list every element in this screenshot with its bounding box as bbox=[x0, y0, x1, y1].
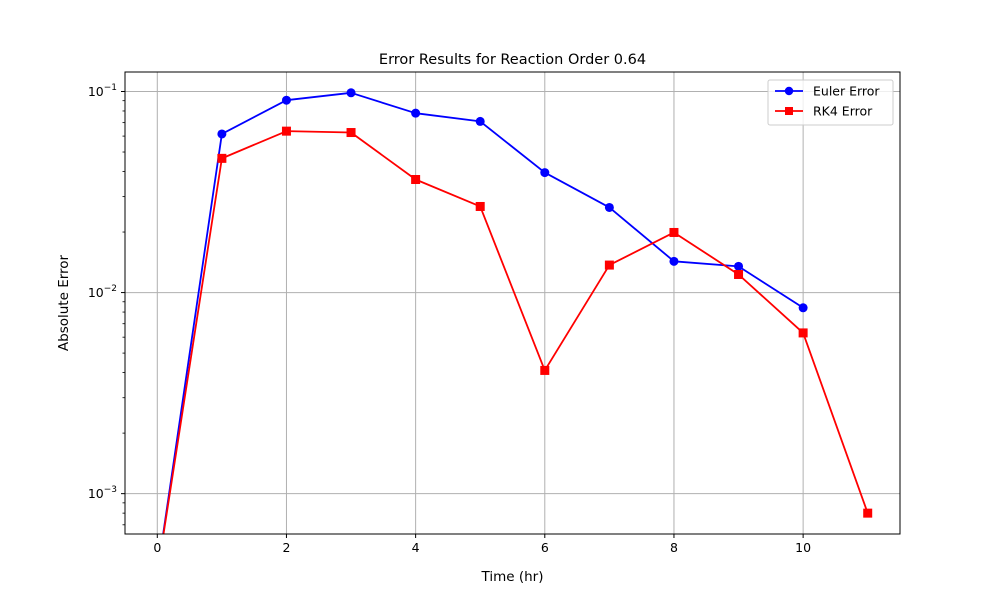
data-point-square bbox=[798, 328, 808, 338]
data-point-square bbox=[734, 269, 744, 279]
plot-background bbox=[125, 72, 900, 534]
y-axis-label: Absolute Error bbox=[56, 254, 72, 351]
data-point-square bbox=[604, 260, 614, 270]
data-point-circle bbox=[669, 256, 679, 266]
y-tick-exponent: −2 bbox=[104, 284, 117, 294]
legend-label-euler: Euler Error bbox=[813, 84, 880, 99]
data-point-square bbox=[669, 227, 679, 237]
series-lines bbox=[162, 88, 873, 534]
chart-title: Error Results for Reaction Order 0.64 bbox=[379, 52, 646, 68]
data-point-circle bbox=[604, 202, 614, 212]
y-tick-exponent: −3 bbox=[104, 485, 117, 495]
x-tick-label: 6 bbox=[541, 540, 549, 555]
data-point-square bbox=[863, 508, 873, 518]
x-tick-label: 8 bbox=[670, 540, 678, 555]
data-point-circle bbox=[281, 95, 291, 105]
x-axis-label: Time (hr) bbox=[481, 569, 544, 585]
x-tick-label: 0 bbox=[153, 540, 161, 555]
y-tick-base: 10 bbox=[88, 84, 104, 99]
data-point-square bbox=[217, 153, 227, 163]
data-point-circle bbox=[346, 88, 356, 98]
data-point-circle bbox=[540, 168, 550, 178]
data-point-circle bbox=[734, 261, 744, 271]
y-tick-base: 10 bbox=[88, 285, 104, 300]
legend-label-rk4: RK4 Error bbox=[813, 104, 873, 119]
data-point-square bbox=[281, 126, 291, 136]
legend-marker-rk4 bbox=[785, 107, 793, 115]
data-point-square bbox=[540, 365, 550, 375]
x-tick-label: 4 bbox=[412, 540, 420, 555]
legend-marker-euler bbox=[784, 86, 794, 96]
data-point-circle bbox=[411, 108, 421, 118]
y-tick-label: 10−2 bbox=[88, 284, 117, 300]
series-line-1 bbox=[162, 130, 869, 534]
y-tick-base: 10 bbox=[88, 486, 104, 501]
y-tick-exponent: −1 bbox=[104, 83, 117, 93]
data-point-circle bbox=[798, 303, 808, 313]
data-point-circle bbox=[475, 116, 485, 126]
x-tick-label: 10 bbox=[795, 540, 811, 555]
legend: Euler Error RK4 Error bbox=[767, 79, 894, 126]
y-tick-label: 10−1 bbox=[88, 83, 117, 99]
x-tick-label: 2 bbox=[282, 540, 290, 555]
data-point-square bbox=[475, 201, 485, 211]
plot-frame bbox=[124, 71, 901, 535]
data-point-square bbox=[346, 128, 356, 138]
data-point-square bbox=[411, 175, 421, 185]
data-point-circle bbox=[217, 129, 227, 139]
y-tick-label: 10−3 bbox=[88, 485, 117, 501]
